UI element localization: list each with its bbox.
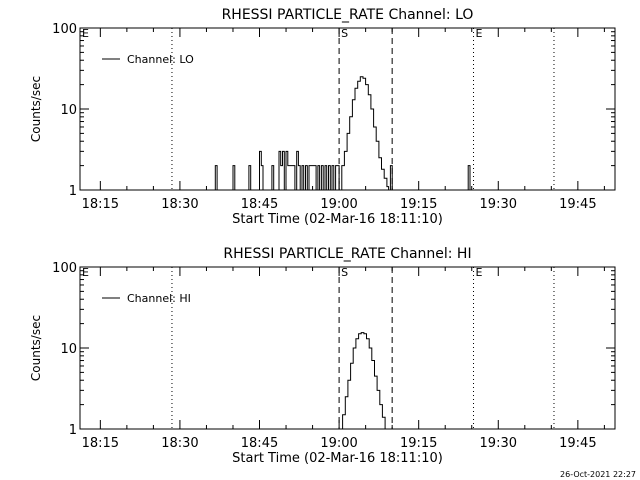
x-tick-label: 19:45 [559, 197, 596, 212]
x-tick-label: 19:30 [480, 436, 517, 451]
y-tick-label: 100 [52, 261, 77, 276]
x-axis-label: Start Time (02-Mar-16 18:11:10) [232, 212, 443, 227]
marker-label: S [341, 266, 348, 279]
x-tick-label: 18:30 [161, 197, 198, 212]
x-tick-label: 18:45 [241, 436, 278, 451]
marker-label: E [82, 266, 89, 279]
x-tick-label: 19:00 [320, 436, 357, 451]
marker-label: E [476, 27, 483, 40]
chart-panel-2: RHESSI PARTICLE_RATE Channel: HI 1 10 100 Co… [29, 246, 616, 466]
marker-label: E [476, 266, 483, 279]
marker-label: E [82, 27, 89, 40]
x-tick-label: 18:15 [82, 436, 119, 451]
x-tick-label: 19:30 [480, 197, 517, 212]
marker-label: S [341, 27, 348, 40]
chart-title: RHESSI PARTICLE_RATE Channel: HI [223, 246, 471, 262]
y-tick-label: 10 [60, 342, 77, 357]
legend-label: Channel: LO [127, 53, 194, 66]
y-tick-label: 10 [60, 103, 77, 118]
y-tick-label: 1 [69, 184, 77, 199]
x-tick-label: 18:15 [82, 197, 119, 212]
x-tick-label: 19:15 [400, 197, 437, 212]
chart-title: RHESSI PARTICLE_RATE Channel: LO [222, 7, 474, 23]
x-tick-label: 19:00 [320, 197, 357, 212]
chart-panel-1: RHESSI PARTICLE_RATE Channel: LO 1 10 100 Co… [29, 7, 616, 227]
generation-timestamp: 26-Oct-2021 22:27 [560, 470, 636, 479]
y-axis-label: Counts/sec [29, 76, 43, 142]
x-tick-label: 18:30 [161, 436, 198, 451]
y-tick-label: 100 [52, 22, 77, 37]
y-axis-label: Counts/sec [29, 315, 43, 381]
legend-label: Channel: HI [127, 292, 191, 305]
x-tick-label: 19:15 [400, 436, 437, 451]
x-tick-label: 19:45 [559, 436, 596, 451]
series-line-1 [80, 76, 615, 191]
x-tick-label: 18:45 [241, 197, 278, 212]
x-axis-label: Start Time (02-Mar-16 18:11:10) [232, 451, 443, 466]
y-tick-label: 1 [69, 423, 77, 438]
series-line-1 [340, 332, 386, 430]
